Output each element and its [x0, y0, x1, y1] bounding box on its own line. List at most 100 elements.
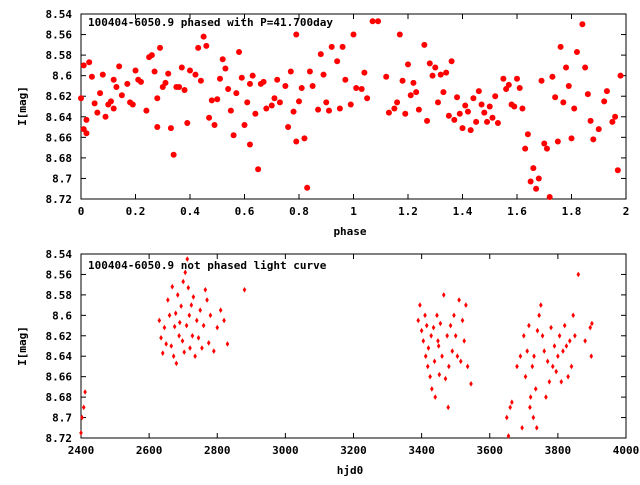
data-point — [157, 44, 164, 51]
y-tick-label: 8.66 — [46, 131, 73, 144]
data-point — [437, 371, 442, 378]
data-point — [601, 98, 608, 105]
data-point — [415, 106, 422, 113]
data-point — [306, 68, 313, 75]
data-point — [81, 404, 86, 411]
data-point — [565, 82, 572, 89]
data-point — [431, 324, 436, 331]
data-point — [448, 58, 455, 65]
x-tick-label: 0.8 — [289, 205, 309, 218]
data-point — [440, 353, 444, 360]
data-point — [167, 125, 174, 132]
data-point — [562, 322, 567, 329]
x-tick-label: 1.4 — [453, 205, 473, 218]
data-point — [298, 85, 305, 91]
data-point — [186, 284, 191, 291]
data-point — [242, 286, 247, 293]
y-tick-label: 8.64 — [46, 111, 73, 124]
data-point — [504, 414, 509, 421]
data-point — [506, 433, 511, 439]
data-point — [191, 294, 196, 300]
data-point — [246, 80, 253, 87]
data-point — [579, 21, 586, 28]
x-tick-label: 3400 — [408, 444, 435, 457]
data-point — [208, 97, 215, 104]
data-point — [567, 338, 572, 344]
data-point — [205, 297, 209, 303]
data-point — [274, 76, 281, 83]
data-point — [612, 113, 619, 120]
data-point — [552, 343, 557, 349]
data-point — [465, 363, 470, 370]
data-point — [407, 92, 414, 99]
y-axis-label: I[mag] — [16, 86, 29, 126]
data-point — [524, 131, 531, 138]
data-point — [236, 49, 243, 56]
data-point — [110, 76, 117, 83]
y-tick-label: 8.58 — [46, 49, 73, 62]
data-point — [457, 297, 461, 303]
data-point — [492, 93, 499, 100]
data-point — [426, 60, 433, 67]
data-point — [522, 145, 529, 152]
data-point — [183, 269, 188, 276]
chart-title: 100404-6050.9 phased with P=41.700day — [88, 16, 333, 29]
data-point — [200, 345, 204, 351]
data-point — [453, 332, 458, 339]
data-point — [423, 353, 428, 360]
data-point — [436, 338, 440, 344]
data-point — [535, 175, 542, 182]
data-point — [171, 353, 176, 360]
y-tick-label: 8.72 — [46, 432, 73, 445]
data-point — [518, 353, 523, 360]
data-point — [225, 86, 232, 93]
data-point — [545, 358, 550, 365]
data-point — [416, 317, 421, 324]
data-point — [189, 302, 194, 308]
data-point — [527, 322, 531, 329]
data-point — [173, 310, 178, 317]
data-point — [533, 185, 540, 192]
data-point — [206, 340, 211, 346]
data-point — [179, 303, 183, 309]
plot-frame — [80, 13, 627, 200]
data-point — [162, 324, 167, 331]
data-point — [180, 338, 185, 344]
data-point — [177, 319, 182, 326]
data-point — [500, 75, 507, 82]
data-point — [478, 101, 485, 108]
data-point — [584, 91, 591, 98]
data-point — [563, 64, 570, 71]
y-tick-label: 8.7 — [52, 412, 72, 425]
data-point — [271, 95, 278, 102]
data-point — [435, 312, 439, 319]
data-point — [424, 117, 431, 124]
data-point — [175, 292, 180, 298]
data-point — [148, 52, 155, 59]
data-point — [102, 113, 109, 120]
data-point — [527, 178, 534, 185]
data-point — [446, 404, 450, 411]
data-point — [589, 353, 594, 360]
data-point — [353, 85, 360, 91]
y-tick-label: 8.6 — [52, 70, 72, 83]
data-point — [564, 343, 569, 349]
data-point — [460, 317, 465, 324]
data-point — [215, 324, 220, 331]
data-point — [525, 348, 530, 354]
y-tick-label: 8.54 — [46, 8, 73, 21]
data-point — [458, 358, 463, 365]
data-point — [533, 386, 538, 392]
data-point — [508, 404, 512, 411]
data-point — [185, 256, 190, 262]
data-point — [252, 110, 259, 117]
unphased-light-curve-chart: 100404-6050.9 not phased light curve hjd… — [16, 248, 639, 477]
data-point — [350, 31, 357, 38]
data-point — [174, 360, 179, 367]
data-point — [334, 58, 341, 65]
data-point — [571, 312, 576, 319]
data-point — [137, 78, 144, 85]
data-point — [290, 108, 297, 115]
data-point — [195, 44, 202, 51]
